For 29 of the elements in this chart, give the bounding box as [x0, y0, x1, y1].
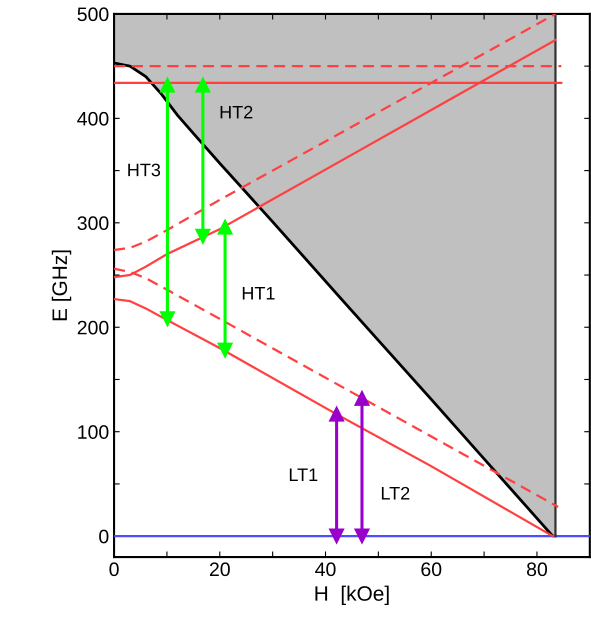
point — [160, 311, 176, 327]
y-tick-label: 100 — [78, 425, 108, 439]
y-tick-label: 200 — [78, 320, 108, 334]
series-label: LT1 — [290, 468, 318, 481]
y-tick-label: 0 — [99, 530, 108, 544]
y-tick-label: 500 — [78, 7, 108, 22]
point — [217, 342, 233, 358]
point — [354, 390, 370, 406]
y-tick-label: 400 — [77, 112, 108, 126]
x-tick-label: 60 — [421, 562, 442, 576]
x-tick-label: 40 — [315, 562, 336, 576]
series-label: HT1 — [242, 287, 275, 300]
point — [328, 528, 344, 544]
point — [195, 228, 211, 244]
series-label: LT2 — [382, 486, 410, 500]
x-tick-label: 20 — [210, 562, 230, 576]
x-tick-label: 0 — [109, 562, 119, 576]
point — [354, 528, 370, 544]
point — [217, 219, 233, 235]
series-label: HT2 — [220, 106, 252, 118]
x-axis-title: H [kOe] — [315, 586, 389, 606]
y-tick-label: 300 — [78, 216, 108, 230]
y-axis-title: E [GHz] — [52, 250, 72, 320]
line-series — [114, 298, 554, 538]
series-label: HT3 — [128, 164, 160, 176]
point — [160, 77, 176, 93]
point — [195, 77, 211, 93]
x-tick-label: 80 — [526, 562, 548, 576]
point — [328, 406, 344, 422]
